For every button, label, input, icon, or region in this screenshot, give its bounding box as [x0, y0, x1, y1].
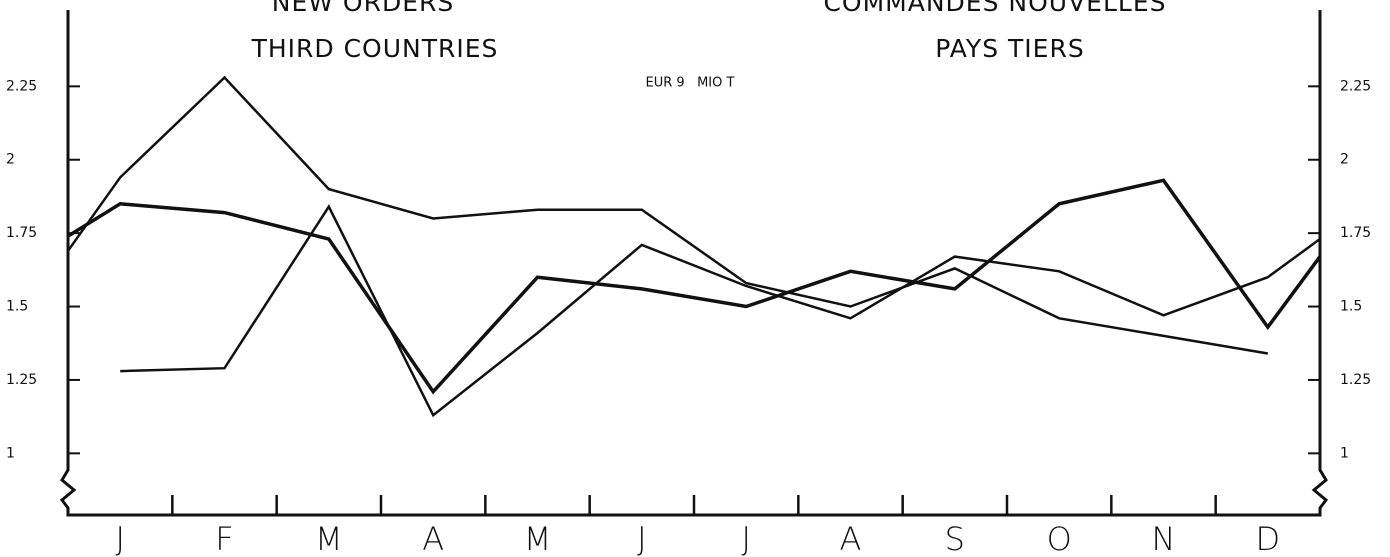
x-tick-label: D	[1256, 520, 1281, 557]
y-tick-label: 2.25	[6, 78, 37, 94]
y2-tick-label: 1.25	[1340, 372, 1371, 388]
chart-subtitle-fr: PAYS TIERS	[935, 34, 1084, 63]
unit-label: EUR 9 MIO T	[646, 76, 735, 91]
x-tick-label: A	[422, 520, 444, 557]
x-tick-label: M	[315, 520, 343, 557]
x-tick-label: F	[215, 520, 233, 557]
y-tick-label: 1	[6, 445, 15, 461]
series-line	[67, 178, 1322, 395]
x-tick-label: J	[115, 520, 124, 557]
y2-tick-label: 1	[1340, 445, 1349, 461]
x-tick-label: J	[637, 520, 646, 557]
chart-subtitle: THIRD COUNTRIES	[251, 34, 499, 63]
x-tick-label: S	[945, 520, 965, 557]
series-line	[120, 204, 1321, 418]
chart-title: NEW ORDERS	[272, 0, 455, 17]
y2-tick-label: 2	[1340, 152, 1349, 168]
y2-tick-label: 2.25	[1340, 78, 1371, 94]
x-tick-label: N	[1152, 520, 1176, 557]
x-tick-label: M	[524, 520, 552, 557]
y-tick-label: 1.25	[6, 372, 37, 388]
y-tick-label: 1.5	[6, 299, 28, 315]
series-line	[66, 75, 1269, 355]
chart-title-fr: COMMANDES NOUVELLES	[823, 0, 1166, 17]
x-tick-label: J	[741, 520, 750, 557]
y-tick-label: 2	[6, 152, 15, 168]
y2-tick-label: 1.75	[1340, 225, 1371, 241]
x-tick-label: A	[840, 520, 862, 557]
y2-tick-label: 1.5	[1340, 299, 1362, 315]
y-tick-label: 1.75	[6, 225, 37, 241]
x-tick-label: O	[1047, 520, 1072, 557]
